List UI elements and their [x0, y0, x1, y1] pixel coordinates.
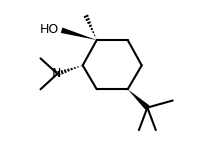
- Text: HO: HO: [40, 23, 59, 36]
- Polygon shape: [128, 89, 149, 110]
- Text: N: N: [52, 67, 61, 80]
- Polygon shape: [61, 28, 97, 40]
